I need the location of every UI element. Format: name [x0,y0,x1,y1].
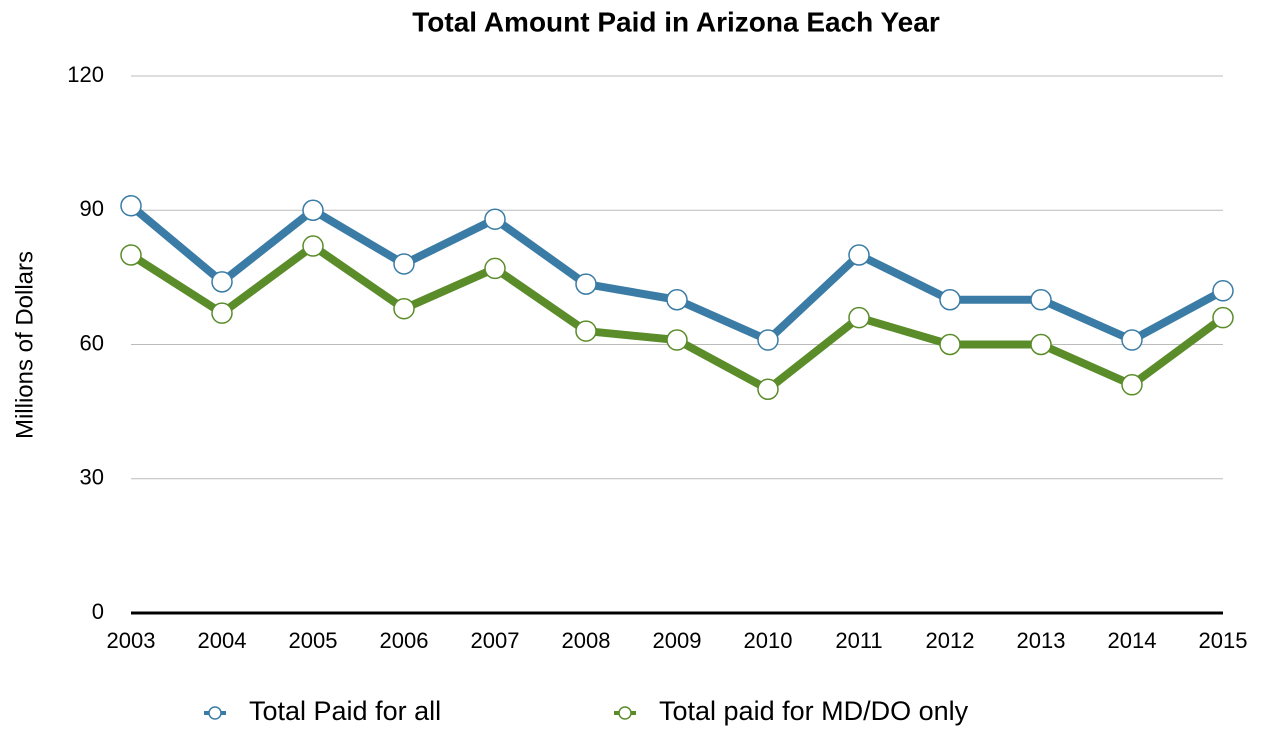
data-point [1121,329,1143,351]
x-tick-label: 2008 [562,628,611,653]
data-point [393,253,415,275]
x-tick-label: 2009 [653,628,702,653]
legend-label: Total paid for MD/DO only [659,696,969,726]
legend-marker [618,706,632,720]
data-point [666,289,688,311]
data-point [1212,306,1234,329]
data-point [1121,374,1143,396]
data-point [939,333,961,356]
legend-label: Total Paid for all [249,696,441,726]
data-point [484,257,506,280]
x-tick-label: 2015 [1199,628,1248,653]
y-tick-label: 60 [80,330,104,355]
data-point [1030,289,1052,311]
y-tick-label: 0 [92,599,104,624]
data-point [302,199,324,221]
data-point [211,271,233,293]
series-line [128,242,1226,394]
x-tick-label: 2005 [289,628,338,653]
data-point [575,320,597,342]
data-point [1030,333,1052,356]
data-point [757,329,779,351]
chart-title: Total Amount Paid in Arizona Each Year [412,6,940,37]
x-tick-label: 2012 [926,628,975,653]
data-point [393,297,415,320]
data-point [848,244,870,266]
y-axis-label: Millions of Dollars [11,251,38,439]
y-tick-label: 120 [67,62,104,87]
data-point [302,235,324,257]
data-point [120,195,142,217]
y-tick-label: 30 [80,465,104,490]
x-tick-label: 2003 [107,628,156,653]
data-point [575,273,597,295]
x-tick-label: 2011 [835,628,882,653]
x-tick-label: 2004 [198,628,247,653]
data-point [211,302,233,324]
x-tick-label: 2010 [744,628,793,653]
x-tick-label: 2013 [1017,628,1066,653]
x-tick-label: 2014 [1108,628,1157,653]
legend-marker [208,706,222,720]
data-point [120,244,142,266]
data-point [848,306,870,329]
data-point [939,289,961,311]
data-point [1212,280,1234,302]
data-point [484,208,506,230]
y-tick-label: 90 [80,196,104,221]
series-line [128,202,1225,345]
data-point [666,329,688,351]
x-tick-label: 2007 [471,628,520,653]
x-tick-label: 2006 [380,628,429,653]
data-point [757,378,779,400]
